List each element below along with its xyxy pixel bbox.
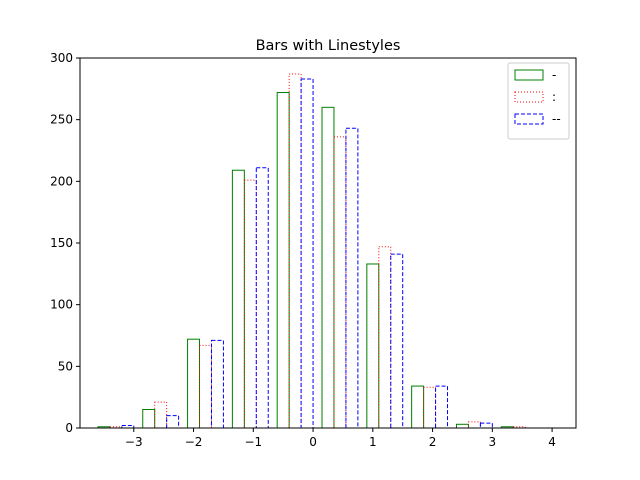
legend-label-2: : xyxy=(552,90,556,104)
y-tick-label: 200 xyxy=(50,174,73,188)
y-tick-label: 250 xyxy=(50,113,73,127)
x-axis: −3 −2 −1 0 1 2 3 4 xyxy=(125,428,556,449)
y-tick-label: 300 xyxy=(50,51,73,65)
y-tick-label: 150 xyxy=(50,236,73,250)
y-axis: 0 50 100 150 200 250 300 xyxy=(50,51,80,435)
y-tick-label: 0 xyxy=(65,421,73,435)
y-tick-label: 100 xyxy=(50,298,73,312)
x-tick-label: −3 xyxy=(125,435,143,449)
x-tick-label: −2 xyxy=(185,435,203,449)
legend: -: -- xyxy=(507,62,570,140)
bar-series-2-8 xyxy=(423,386,437,429)
x-tick-label: 0 xyxy=(309,435,317,449)
bar-series-3-8 xyxy=(435,385,449,429)
legend-swatch-3 xyxy=(514,113,544,125)
x-tick-label: 4 xyxy=(548,435,556,449)
legend-swatch-2 xyxy=(514,91,544,103)
y-tick-label: 50 xyxy=(58,359,73,373)
bar-series-2-2 xyxy=(154,401,168,429)
x-tick-label: 1 xyxy=(369,435,377,449)
x-tick-label: −1 xyxy=(244,435,262,449)
bar-series-3-9 xyxy=(479,422,493,429)
x-tick-label: 2 xyxy=(429,435,437,449)
x-tick-label: 3 xyxy=(489,435,497,449)
legend-label-1: - xyxy=(552,68,556,82)
chart-title: Bars with Linestyles xyxy=(256,38,401,54)
bar-series-2-3 xyxy=(199,344,212,429)
bar-series-3-7 xyxy=(390,253,404,429)
legend-swatch-1 xyxy=(514,69,544,81)
legend-label-3: -- xyxy=(552,112,561,126)
legend-box xyxy=(507,62,570,140)
bar-series-2-10 xyxy=(512,426,526,429)
